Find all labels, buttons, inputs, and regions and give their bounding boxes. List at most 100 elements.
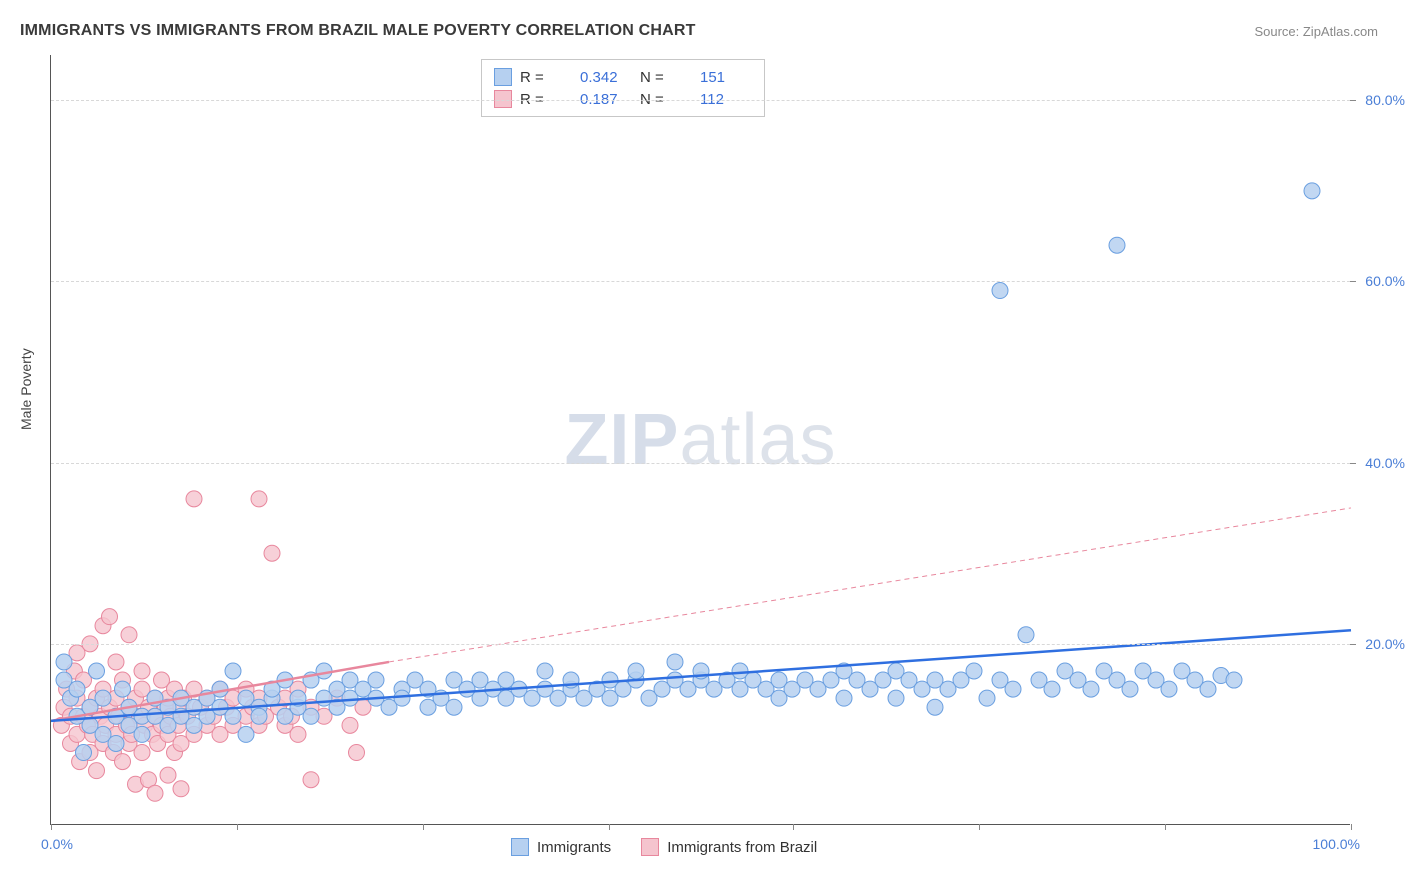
- legend-swatch-immigrants-b: [511, 838, 529, 856]
- scatter-point: [303, 708, 319, 724]
- scatter-point: [134, 745, 150, 761]
- scatter-point: [225, 663, 241, 679]
- legend-item-brazil: Immigrants from Brazil: [641, 838, 817, 856]
- scatter-point: [446, 699, 462, 715]
- scatter-point: [108, 654, 124, 670]
- scatter-point: [1122, 681, 1138, 697]
- y-tick-label: 60.0%: [1365, 273, 1405, 289]
- scatter-point: [349, 745, 365, 761]
- scatter-point: [537, 663, 553, 679]
- scatter-point: [238, 726, 254, 742]
- scatter-point: [1200, 681, 1216, 697]
- y-tick-mark: [1350, 100, 1356, 101]
- scatter-point: [992, 283, 1008, 299]
- scatter-point: [102, 609, 118, 625]
- scatter-point: [1161, 681, 1177, 697]
- scatter-point: [667, 654, 683, 670]
- scatter-point: [89, 663, 105, 679]
- scatter-point: [134, 663, 150, 679]
- scatter-point: [173, 781, 189, 797]
- scatter-point: [836, 690, 852, 706]
- y-tick-mark: [1350, 281, 1356, 282]
- r-value-1: 0.342: [580, 69, 632, 86]
- scatter-svg: [51, 55, 1350, 824]
- scatter-point: [394, 690, 410, 706]
- x-tick-max: 100.0%: [1313, 836, 1360, 852]
- legend-swatch-immigrants: [494, 68, 512, 86]
- n-label: N =: [640, 69, 692, 86]
- legend-item-immigrants: Immigrants: [511, 838, 611, 856]
- x-tick-mark: [793, 824, 794, 830]
- scatter-point: [115, 681, 131, 697]
- y-tick-label: 40.0%: [1365, 455, 1405, 471]
- plot-area: ZIPatlas R = 0.342 N = 151 R = 0.187 N =…: [50, 55, 1350, 825]
- legend-label-brazil: Immigrants from Brazil: [667, 839, 817, 856]
- scatter-point: [1005, 681, 1021, 697]
- scatter-point: [1304, 183, 1320, 199]
- gridline: [51, 281, 1350, 282]
- scatter-point: [121, 627, 137, 643]
- x-tick-mark: [423, 824, 424, 830]
- scatter-point: [303, 772, 319, 788]
- x-tick-mark: [609, 824, 610, 830]
- x-tick-mark: [1351, 824, 1352, 830]
- scatter-point: [264, 545, 280, 561]
- legend-stats-row-2: R = 0.187 N = 112: [494, 88, 752, 110]
- scatter-point: [69, 681, 85, 697]
- r-label: R =: [520, 69, 572, 86]
- legend-stats: R = 0.342 N = 151 R = 0.187 N = 112: [481, 59, 765, 117]
- y-tick-label: 20.0%: [1365, 636, 1405, 652]
- legend-label-immigrants: Immigrants: [537, 839, 611, 856]
- correlation-chart: IMMIGRANTS VS IMMIGRANTS FROM BRAZIL MAL…: [0, 0, 1406, 892]
- scatter-point: [147, 785, 163, 801]
- scatter-point: [927, 699, 943, 715]
- y-tick-label: 80.0%: [1365, 92, 1405, 108]
- scatter-point: [316, 663, 332, 679]
- scatter-point: [225, 708, 241, 724]
- n-value-1: 151: [700, 69, 752, 86]
- n-label-2: N =: [640, 91, 692, 108]
- scatter-point: [290, 726, 306, 742]
- n-value-2: 112: [700, 91, 752, 108]
- scatter-point: [966, 663, 982, 679]
- scatter-point: [342, 717, 358, 733]
- scatter-point: [251, 708, 267, 724]
- source-label: Source: ZipAtlas.com: [1254, 24, 1378, 39]
- scatter-point: [1044, 681, 1060, 697]
- x-tick-min: 0.0%: [41, 836, 73, 852]
- scatter-point: [251, 491, 267, 507]
- gridline: [51, 644, 1350, 645]
- scatter-point: [134, 726, 150, 742]
- scatter-point: [212, 681, 228, 697]
- scatter-point: [89, 763, 105, 779]
- scatter-point: [979, 690, 995, 706]
- scatter-point: [628, 663, 644, 679]
- scatter-point: [186, 491, 202, 507]
- x-tick-mark: [1165, 824, 1166, 830]
- legend-swatch-brazil-b: [641, 838, 659, 856]
- legend-series: Immigrants Immigrants from Brazil: [511, 838, 817, 856]
- x-tick-mark: [237, 824, 238, 830]
- legend-stats-row-1: R = 0.342 N = 151: [494, 66, 752, 88]
- scatter-point: [888, 690, 904, 706]
- x-tick-mark: [51, 824, 52, 830]
- scatter-point: [56, 654, 72, 670]
- scatter-point: [368, 672, 384, 688]
- y-tick-mark: [1350, 463, 1356, 464]
- legend-swatch-brazil: [494, 90, 512, 108]
- scatter-point: [1018, 627, 1034, 643]
- chart-title: IMMIGRANTS VS IMMIGRANTS FROM BRAZIL MAL…: [20, 22, 696, 40]
- scatter-point: [1226, 672, 1242, 688]
- scatter-point: [115, 754, 131, 770]
- scatter-point: [1083, 681, 1099, 697]
- scatter-point: [76, 745, 92, 761]
- scatter-point: [1109, 237, 1125, 253]
- y-tick-mark: [1350, 644, 1356, 645]
- gridline: [51, 463, 1350, 464]
- scatter-point: [108, 735, 124, 751]
- gridline: [51, 100, 1350, 101]
- x-tick-mark: [979, 824, 980, 830]
- r-label-2: R =: [520, 91, 572, 108]
- scatter-point: [95, 690, 111, 706]
- trend-line-brazil-dashed: [389, 508, 1351, 662]
